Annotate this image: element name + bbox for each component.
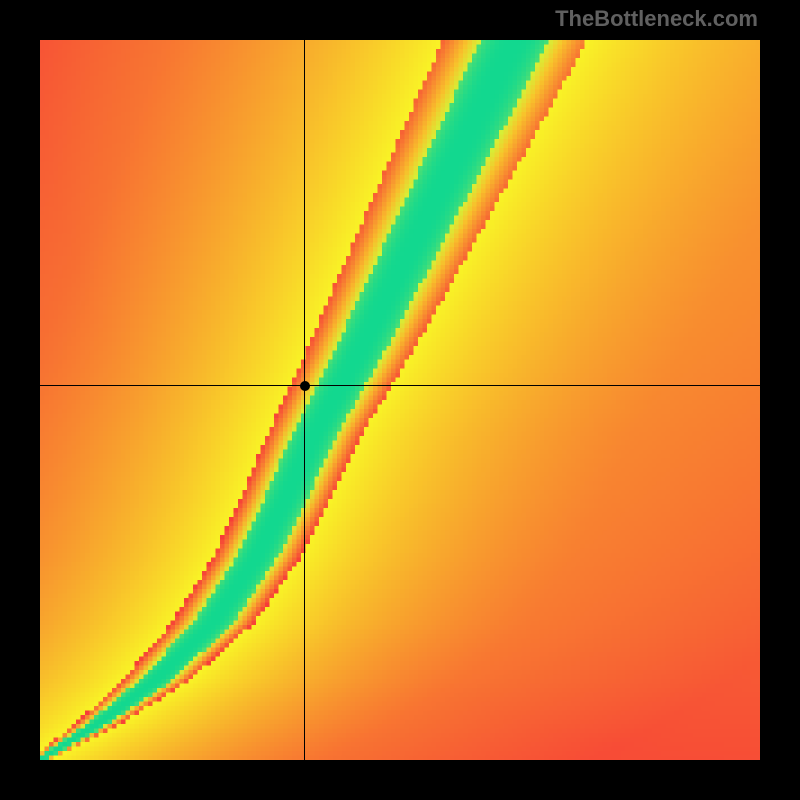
plot-area: [40, 40, 760, 760]
crosshair-horizontal: [40, 385, 760, 386]
data-point: [300, 381, 310, 391]
heatmap-canvas: [40, 40, 760, 760]
watermark-text: TheBottleneck.com: [555, 6, 758, 32]
crosshair-vertical: [304, 40, 305, 760]
